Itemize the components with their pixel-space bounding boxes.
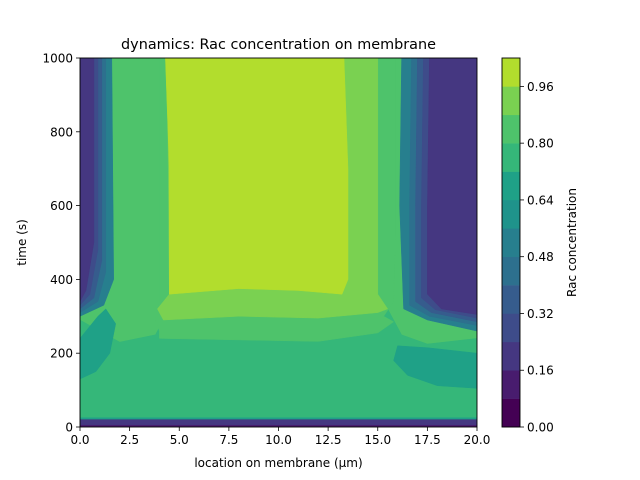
colorbar-band — [502, 341, 520, 371]
colorbar-band — [502, 228, 520, 257]
colorbar-tick-label: 0.16 — [527, 364, 554, 378]
colorbar-band — [502, 199, 520, 229]
colorbar-band — [502, 398, 520, 428]
colorbar-band — [502, 86, 520, 116]
y-tick-label: 0 — [65, 421, 73, 435]
plot-area — [79, 57, 478, 428]
x-tick-label: 17.5 — [414, 433, 441, 447]
x-tick-label: 20.0 — [464, 433, 491, 447]
contour-region — [80, 308, 116, 380]
x-tick-label: 12.5 — [315, 433, 342, 447]
x-axis: 0.0 2.5 5.0 7.5 10.0 12.5 15.0 17.5 20.0 — [70, 427, 490, 447]
contour-region — [80, 417, 477, 420]
colorbar-band — [502, 370, 520, 399]
colorbar-band — [502, 114, 520, 144]
x-tick-label: 5.0 — [170, 433, 189, 447]
chart-title: dynamics: Rac concentration on membrane — [121, 37, 436, 53]
x-axis-label: location on membrane (μm) — [194, 456, 362, 470]
x-tick-label: 15.0 — [364, 433, 391, 447]
y-axis: 0 200 400 600 800 1000 — [42, 52, 80, 435]
colorbar-tick-label: 0.48 — [527, 250, 554, 264]
contour-region — [393, 345, 477, 389]
colorbar-tick-label: 0.96 — [527, 80, 554, 94]
y-tick-label: 600 — [50, 199, 73, 213]
colorbar-tick-label: 0.32 — [527, 307, 554, 321]
x-tick-label: 7.5 — [219, 433, 238, 447]
y-tick-label: 1000 — [42, 52, 73, 66]
contour-region — [427, 58, 477, 315]
colorbar-band — [502, 285, 520, 314]
colorbar-band — [502, 171, 520, 201]
x-tick-label: 0.0 — [70, 433, 89, 447]
colorbar-bands — [502, 58, 520, 428]
colorbar-label: Rac concentration — [565, 188, 579, 297]
colorbar: 0.00 0.16 0.32 0.48 0.64 0.80 0.96 Rac concent… — [501, 57, 579, 435]
colorbar-band — [502, 58, 520, 87]
contour-region — [80, 419, 477, 426]
colorbar-tick-label: 0.00 — [527, 421, 554, 435]
contour-region — [80, 58, 95, 302]
colorbar-ticks: 0.00 0.16 0.32 0.48 0.64 0.80 0.96 — [520, 80, 554, 435]
colorbar-band — [502, 313, 520, 343]
colorbar-band — [502, 256, 520, 286]
contour-region — [80, 424, 477, 427]
contour-region — [165, 58, 349, 295]
y-tick-label: 800 — [50, 125, 73, 139]
y-tick-label: 400 — [50, 273, 73, 287]
y-axis-label: time (s) — [15, 219, 29, 266]
colorbar-tick-label: 0.64 — [527, 193, 554, 207]
x-tick-label: 2.5 — [120, 433, 139, 447]
x-tick-label: 10.0 — [265, 433, 292, 447]
y-tick-label: 200 — [50, 347, 73, 361]
contour-fills — [80, 58, 477, 427]
colorbar-tick-label: 0.80 — [527, 137, 554, 151]
colorbar-frame — [501, 57, 521, 428]
colorbar-band — [502, 143, 520, 172]
